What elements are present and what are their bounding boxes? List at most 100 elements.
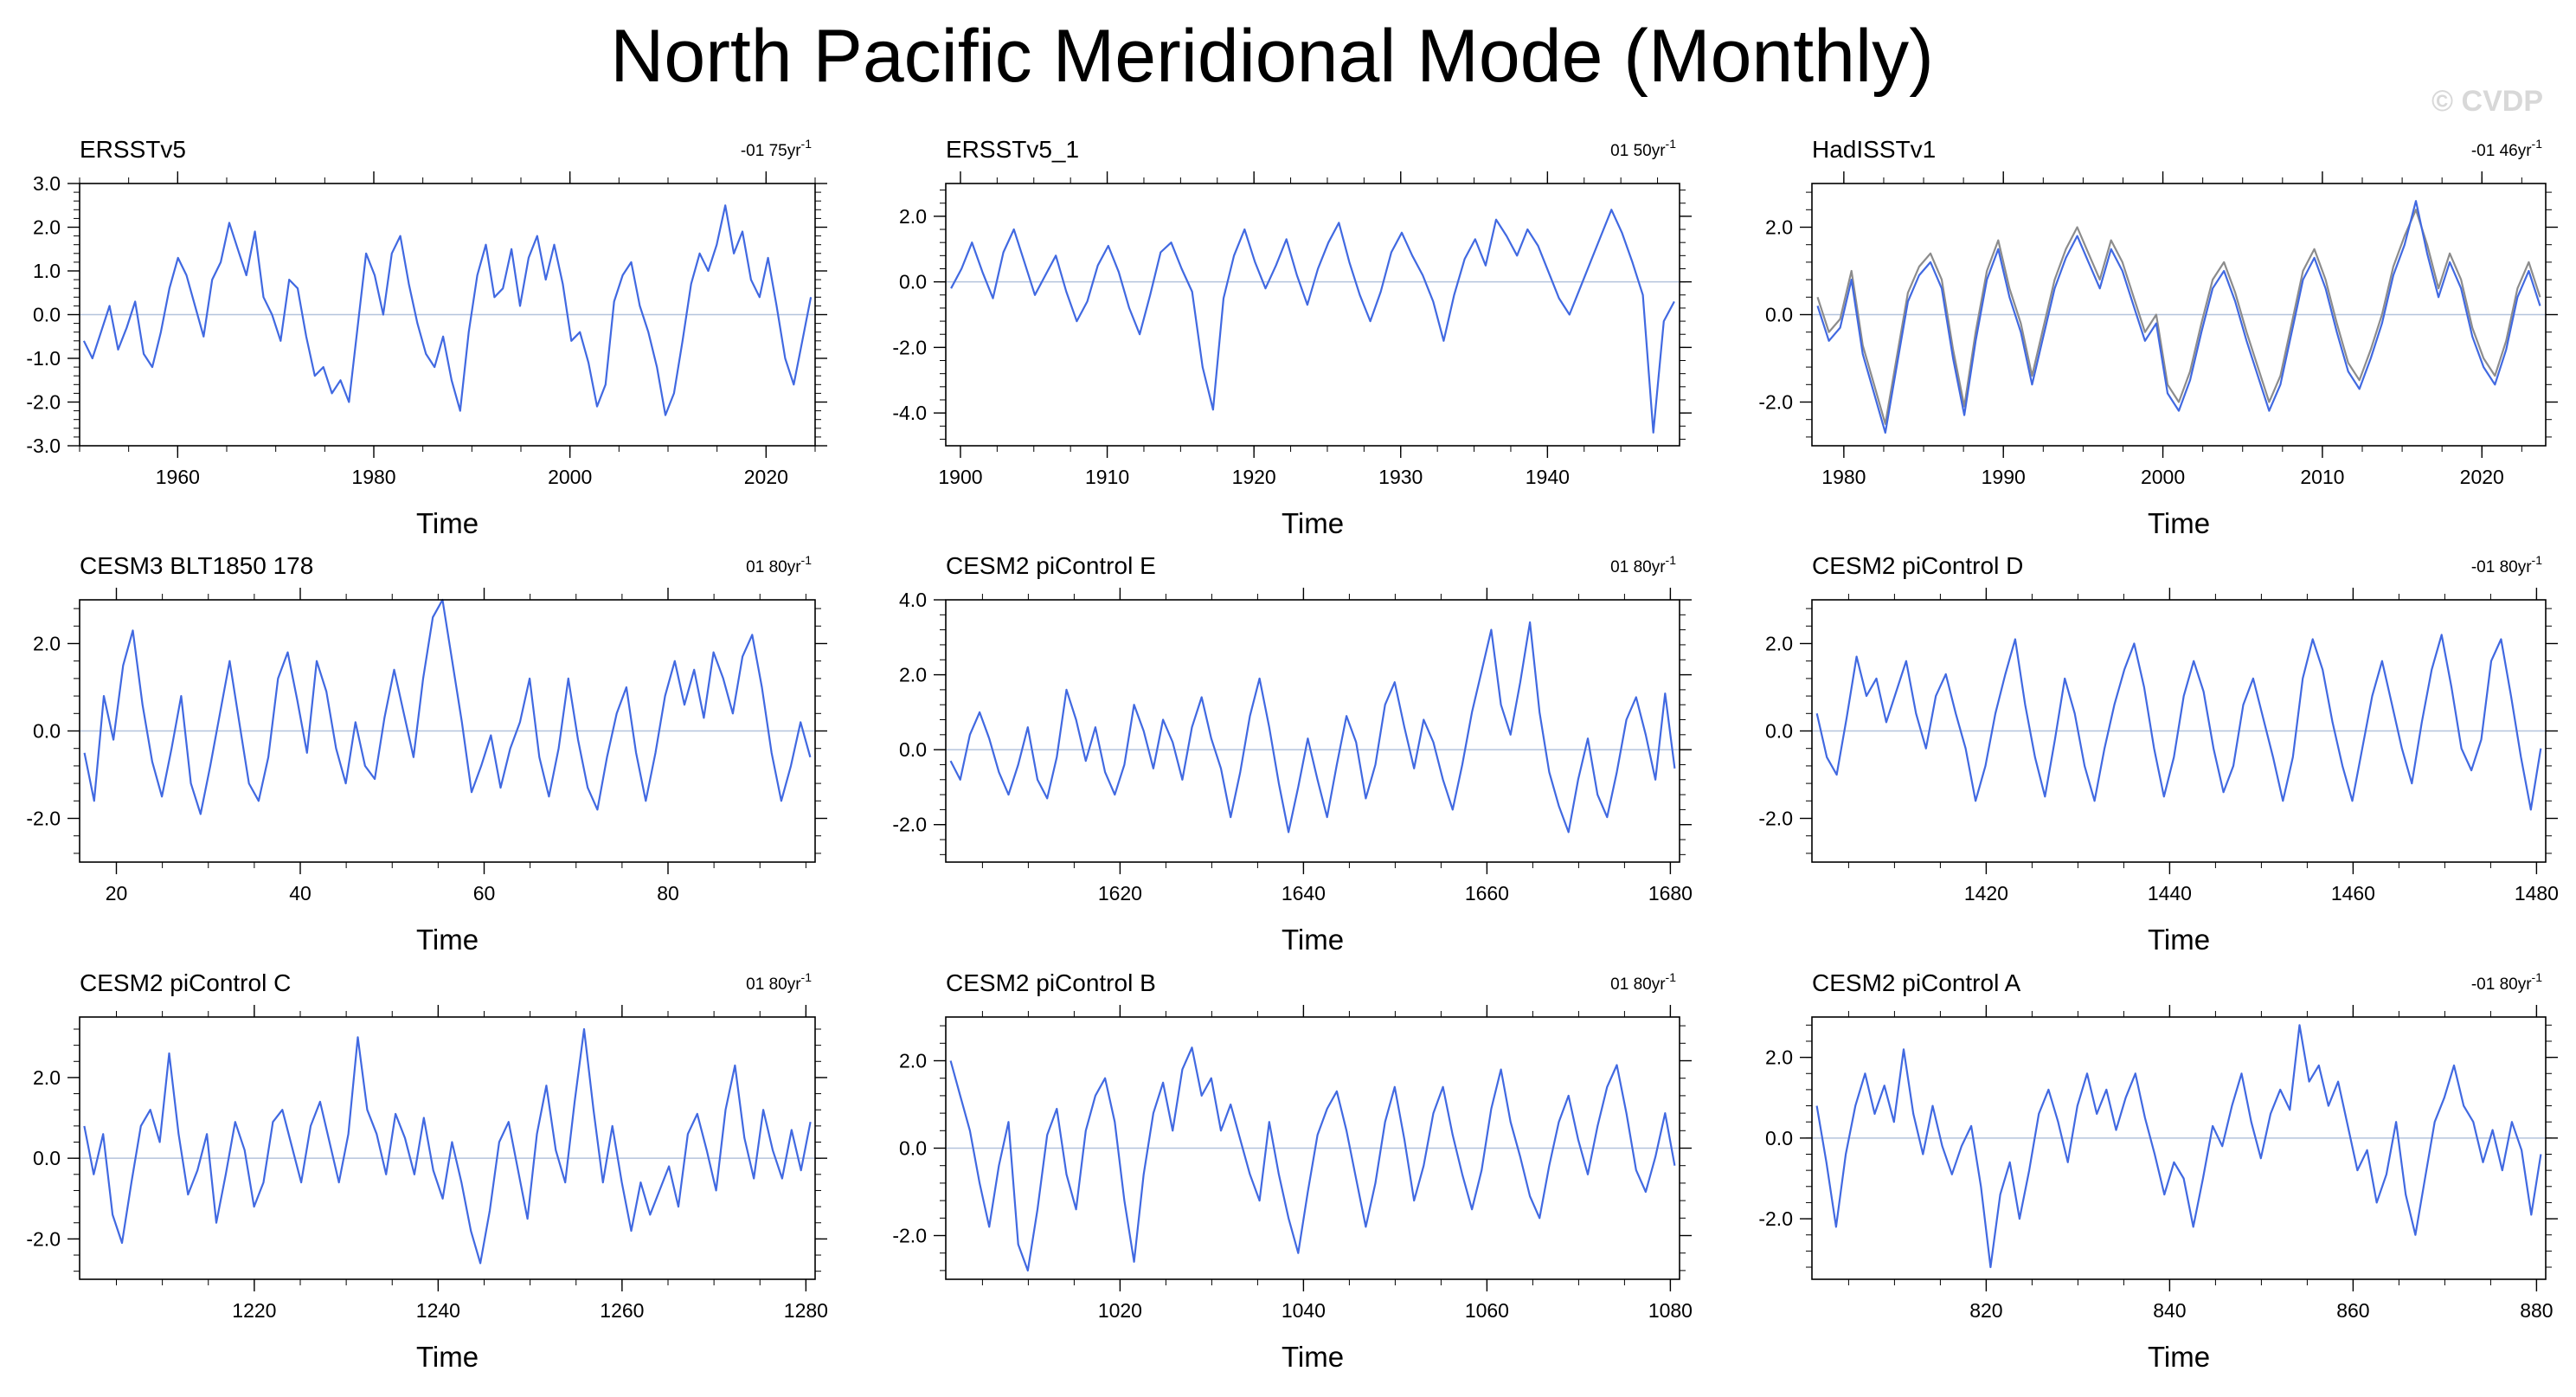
series-line xyxy=(1815,1024,2542,1269)
x-axis-title: Time xyxy=(2148,1341,2210,1373)
panel-title: ERSSTv5_1 xyxy=(946,136,1079,163)
y-tick-label: 2.0 xyxy=(899,1050,927,1072)
chart-panel: 1420 1440 1460 1480 -2.0 0.0 2.0 CESM2 piContro… xyxy=(1758,552,2559,956)
y-tick-label: -2.0 xyxy=(26,808,61,830)
x-tick-label: 1940 xyxy=(1526,466,1570,488)
y-tick-label: 4.0 xyxy=(899,589,927,611)
y-tick-label: 3.0 xyxy=(33,172,61,195)
y-tick-label: -2.0 xyxy=(1758,1207,1793,1230)
chart-panel: 1900 1910 1920 1930 1940 -4.0 -2.0 0.0 2.0 ERSSTv… xyxy=(892,136,1692,539)
chart-panel: 1220 1240 1260 1280 -2.0 0.0 2.0 CESM2 piContro… xyxy=(26,969,828,1373)
x-tick-label: 60 xyxy=(473,882,496,905)
x-axis-title: Time xyxy=(2148,924,2210,956)
panel-title: ERSSTv5 xyxy=(80,136,186,163)
x-tick-label: 880 xyxy=(2520,1299,2553,1322)
y-tick-label: -2.0 xyxy=(26,391,61,414)
series-line xyxy=(83,1027,812,1265)
y-tick-label: -2.0 xyxy=(892,1225,927,1247)
plot-frame xyxy=(945,183,1680,447)
y-tick-label: 2.0 xyxy=(33,633,61,655)
plot-frame xyxy=(79,1016,816,1280)
trend-label: 01 50yr-1 xyxy=(1610,137,1676,160)
y-tick-label: 0.0 xyxy=(1765,304,1793,326)
y-tick-label: 2.0 xyxy=(899,664,927,686)
chart-panel: 1020 1040 1060 1080 -2.0 0.0 2.0 CESM2 piContro… xyxy=(892,969,1693,1373)
series-line xyxy=(950,209,1675,434)
x-tick-label: 20 xyxy=(106,882,128,905)
x-axis-title: Time xyxy=(1282,1341,1344,1373)
y-tick-label: 0.0 xyxy=(33,720,61,743)
trend-label: 01 80yr-1 xyxy=(1610,970,1676,994)
y-tick-label: 0.0 xyxy=(33,1147,61,1169)
panel-title: CESM2 piControl C xyxy=(80,969,291,996)
trend-label: 01 80yr-1 xyxy=(746,553,812,576)
trend-label: 01 80yr-1 xyxy=(1610,553,1676,576)
chart-panel: 1960 1980 2000 2020 -3.0 -2.0 -1.0 0.0 1.0 2.0 3.0… xyxy=(26,136,827,539)
x-tick-label: 1060 xyxy=(1465,1299,1509,1322)
trend-label: 01 80yr-1 xyxy=(746,970,812,994)
x-tick-label: 1240 xyxy=(416,1299,460,1322)
chart-panel: 820 840 860 880 -2.0 0.0 2.0 CESM2 piControl A -… xyxy=(1758,969,2558,1373)
x-tick-label: 1020 xyxy=(1098,1299,1142,1322)
y-tick-label: -1.0 xyxy=(26,347,61,370)
x-axis-title: Time xyxy=(2148,507,2210,539)
trend-label: -01 80yr-1 xyxy=(2471,970,2542,994)
panel-title: HadISSTv1 xyxy=(1812,136,1936,163)
trend-label: -01 75yr-1 xyxy=(741,137,812,160)
y-tick-label: 0.0 xyxy=(899,1137,927,1160)
y-tick-label: 0.0 xyxy=(899,738,927,761)
x-tick-label: 1990 xyxy=(1982,466,2026,488)
y-tick-label: 2.0 xyxy=(899,205,927,228)
y-tick-label: -2.0 xyxy=(892,814,927,836)
series-line xyxy=(949,1046,1676,1272)
panel-title: CESM3 BLT1850 178 xyxy=(80,552,313,579)
y-tick-label: 0.0 xyxy=(899,271,927,293)
x-tick-label: 1960 xyxy=(156,466,200,488)
x-tick-label: 2020 xyxy=(744,466,788,488)
chart-panel: 20 40 60 80 -2.0 0.0 2.0 CESM3 BLT1850 178 01 80… xyxy=(26,552,827,956)
x-tick-label: 1640 xyxy=(1282,882,1326,905)
y-tick-label: 2.0 xyxy=(1765,216,1793,239)
x-tick-label: 820 xyxy=(1969,1299,2002,1322)
x-tick-label: 1280 xyxy=(784,1299,828,1322)
x-tick-label: 1220 xyxy=(232,1299,276,1322)
x-axis-title: Time xyxy=(1282,507,1344,539)
chart-panel: 1980 1990 2000 2010 2020 -2.0 0.0 2.0 HadISSTv1 -… xyxy=(1758,136,2558,539)
trend-label: -01 80yr-1 xyxy=(2471,553,2542,576)
x-tick-label: 1980 xyxy=(351,466,395,488)
y-tick-label: -2.0 xyxy=(26,1227,61,1250)
y-tick-label: 0.0 xyxy=(33,304,61,326)
x-axis-title: Time xyxy=(416,1341,479,1373)
x-axis-title: Time xyxy=(416,924,479,956)
series-line xyxy=(1815,634,2542,811)
y-tick-label: -2.0 xyxy=(1758,808,1793,830)
y-tick-label: -4.0 xyxy=(892,402,927,424)
x-tick-label: 1930 xyxy=(1378,466,1423,488)
chart-panel: 1620 1640 1660 1680 -2.0 0.0 2.0 4.0 CESM2 piCon… xyxy=(892,552,1693,956)
series-line-secondary xyxy=(1816,209,2541,425)
trend-label: -01 46yr-1 xyxy=(2471,137,2542,160)
x-tick-label: 1680 xyxy=(1648,882,1693,905)
plot-frame xyxy=(1811,1016,2547,1280)
y-tick-label: 2.0 xyxy=(33,216,61,239)
figure-title: North Pacific Meridional Mode (Monthly) xyxy=(610,15,1934,98)
y-tick-label: 0.0 xyxy=(1765,720,1793,743)
x-tick-label: 860 xyxy=(2336,1299,2369,1322)
y-tick-label: -2.0 xyxy=(892,336,927,358)
x-tick-label: 1420 xyxy=(1964,882,2008,905)
x-tick-label: 1440 xyxy=(2148,882,2192,905)
copyright-watermark: © CVDP xyxy=(2431,85,2543,118)
x-tick-label: 1480 xyxy=(2515,882,2559,905)
x-axis-title: Time xyxy=(1282,924,1344,956)
x-tick-label: 2010 xyxy=(2300,466,2344,488)
series-line xyxy=(82,204,813,416)
x-tick-label: 1980 xyxy=(1821,466,1866,488)
x-tick-label: 2000 xyxy=(548,466,592,488)
x-tick-label: 1910 xyxy=(1085,466,1129,488)
panel-title: CESM2 piControl D xyxy=(1812,552,2023,579)
x-tick-label: 80 xyxy=(657,882,679,905)
plot-frame xyxy=(945,599,1680,863)
x-tick-label: 1620 xyxy=(1098,882,1142,905)
x-tick-label: 2020 xyxy=(2460,466,2504,488)
